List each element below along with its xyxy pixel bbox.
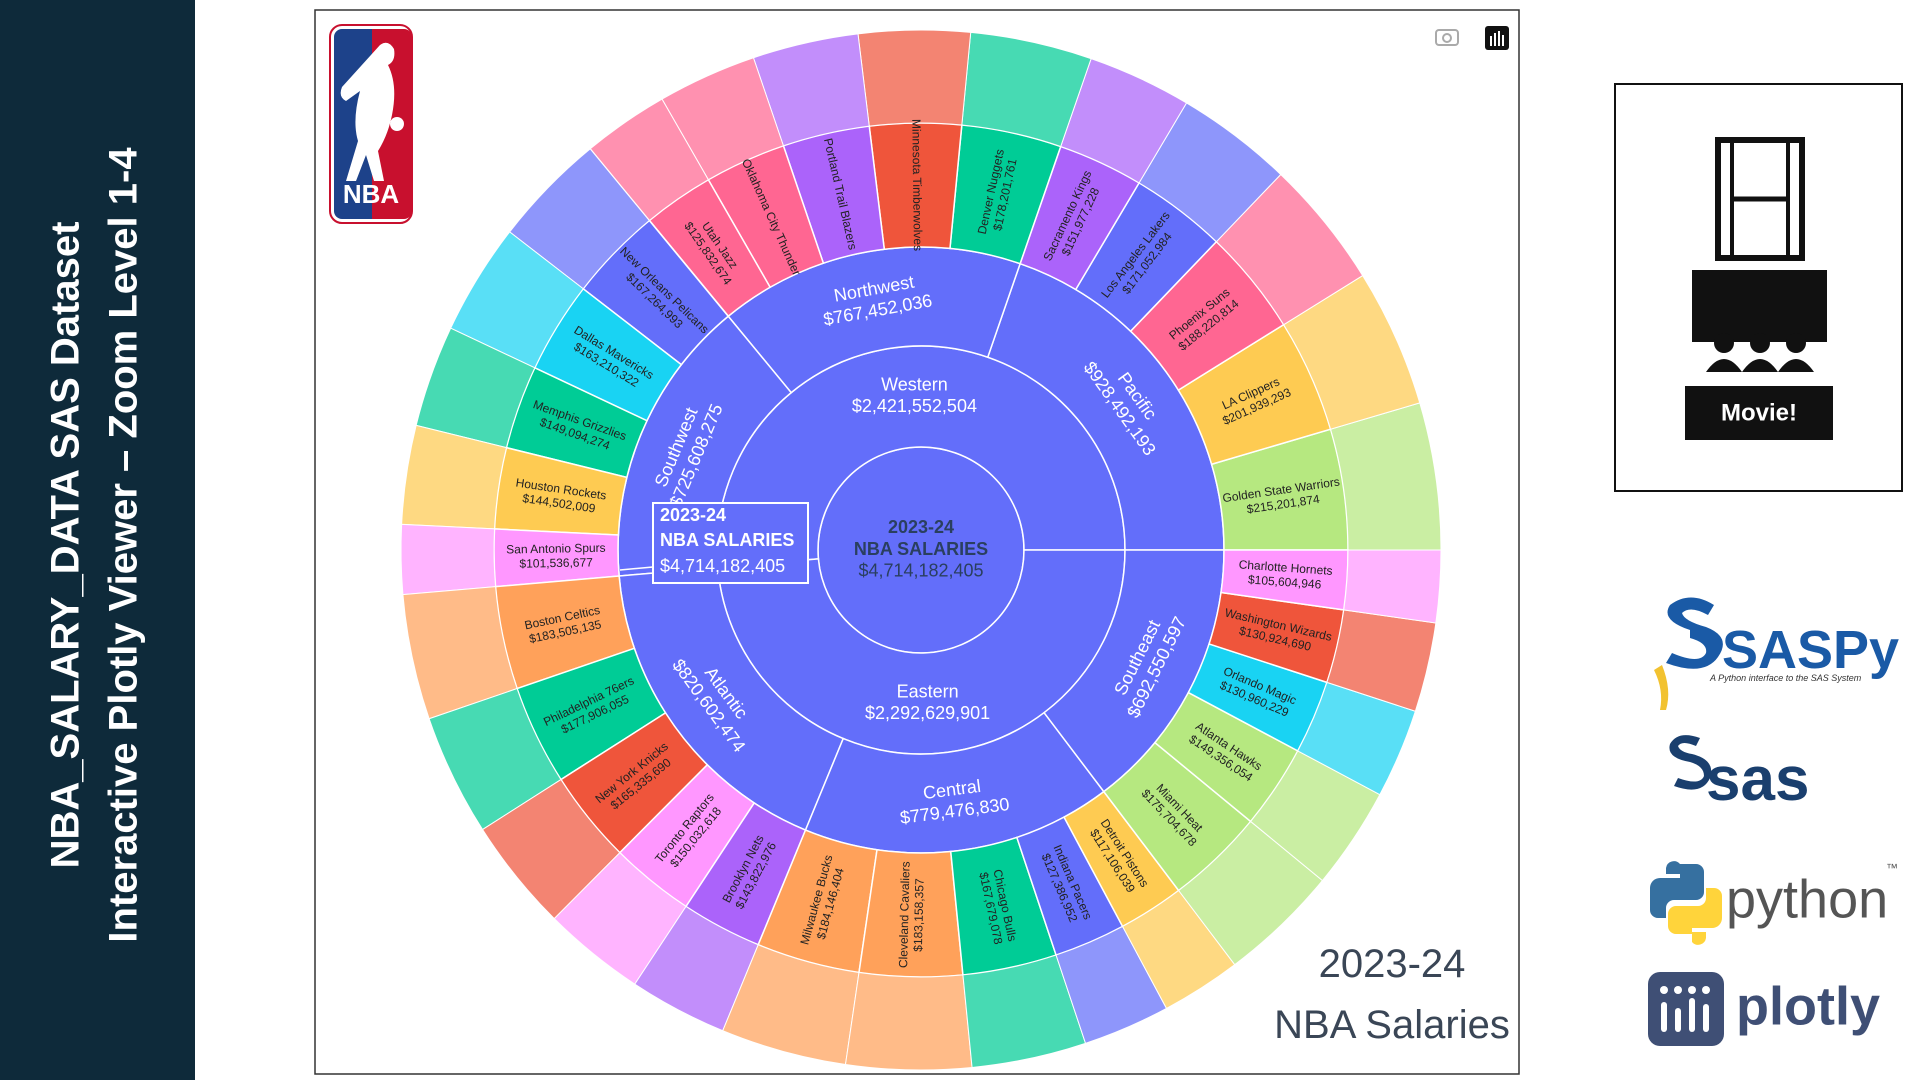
- sunburst-outer-sector[interactable]: [1329, 402, 1442, 551]
- sidebar-subtitle: Interactive Plotly Viewer – Zoom Level 1…: [102, 147, 146, 943]
- sector-label-text: $4,714,182,405: [858, 560, 983, 580]
- sunburst-outer-sector[interactable]: [400, 523, 497, 596]
- movie-button-label[interactable]: Movie!: [1721, 399, 1797, 426]
- hover-label: 2023-24 NBA SALARIES $4,714,182,405: [619, 502, 809, 584]
- saspy-text: SASPy: [1722, 620, 1899, 680]
- modebar-camera[interactable]: [1435, 29, 1459, 46]
- python-text: python: [1726, 869, 1888, 929]
- sunburst: 2023-24 NBA SALARIES $4,714,182,405Western…: [400, 29, 1442, 1071]
- sector-label: Western $2,421,552,504: [852, 375, 977, 417]
- modebar-plotly[interactable]: [1485, 26, 1509, 50]
- nba-logo: NBA: [329, 24, 413, 224]
- sector-label-line: 2023-24: [888, 517, 954, 537]
- sector-label: Cleveland Cavaliers$183,158,357: [896, 861, 927, 968]
- sector-label: San Antonio Spurs$101,536,677: [506, 541, 606, 571]
- plotly-text: plotly: [1736, 976, 1880, 1036]
- hover-label-line: 2023-24: [660, 505, 726, 525]
- sas-logo: sas: [1669, 735, 1809, 814]
- sector-label-text: $2,292,629,901: [865, 703, 990, 723]
- corner-caption: 2023-24: [1319, 942, 1466, 986]
- corner-caption: NBA Salaries: [1274, 1003, 1510, 1047]
- film-icon: [1692, 137, 1827, 372]
- saspy-tagline: A Python interface to the SAS System: [1709, 673, 1862, 683]
- python-trademark: ™: [1886, 861, 1898, 875]
- sector-label: Eastern $2,292,629,901: [865, 681, 990, 723]
- sector-label-text: $105,604,946: [1248, 572, 1323, 591]
- plotly-logo: plotly: [1648, 972, 1880, 1046]
- sector-label-text: $2,421,552,504: [852, 396, 977, 416]
- sector-label-text: Charlotte Hornets: [1238, 557, 1333, 578]
- hover-label-line: NBA SALARIES: [660, 530, 794, 550]
- saspy-logo: SASPy A Python interface to the SAS Syst…: [1654, 597, 1899, 710]
- sunburst-outer-sector[interactable]: [857, 29, 972, 127]
- sector-label-text: Western: [881, 375, 948, 395]
- sector-label-text: $183,158,357: [911, 878, 927, 952]
- sector-label: Minnesota Timberwolves: [909, 119, 925, 251]
- hover-label-value: $4,714,182,405: [660, 556, 785, 576]
- sector-label: Charlotte Hornets$105,604,946: [1237, 557, 1333, 592]
- sector-label-text: Eastern: [897, 681, 959, 701]
- sunburst-outer-sector[interactable]: [1343, 549, 1442, 624]
- sidebar: [0, 0, 195, 1080]
- movie-button[interactable]: Movie!: [1685, 386, 1833, 440]
- sidebar-title: NBA_SALARY_DATA SAS Dataset: [44, 222, 88, 869]
- sector-label-line: NBA SALARIES: [854, 539, 988, 559]
- sunburst-outer-sector[interactable]: [844, 971, 973, 1071]
- sector-label-text: Minnesota Timberwolves: [909, 119, 925, 251]
- nba-logo-text: NBA: [343, 179, 400, 209]
- sas-text: sas: [1706, 745, 1809, 814]
- sector-label-text: San Antonio Spurs: [506, 541, 606, 557]
- sector-label-text: $101,536,677: [519, 555, 593, 570]
- python-logo: python ™: [1650, 861, 1898, 945]
- sector-label-text: Cleveland Cavaliers: [896, 861, 913, 968]
- sector-label: 2023-24 NBA SALARIES $4,714,182,405: [854, 517, 988, 580]
